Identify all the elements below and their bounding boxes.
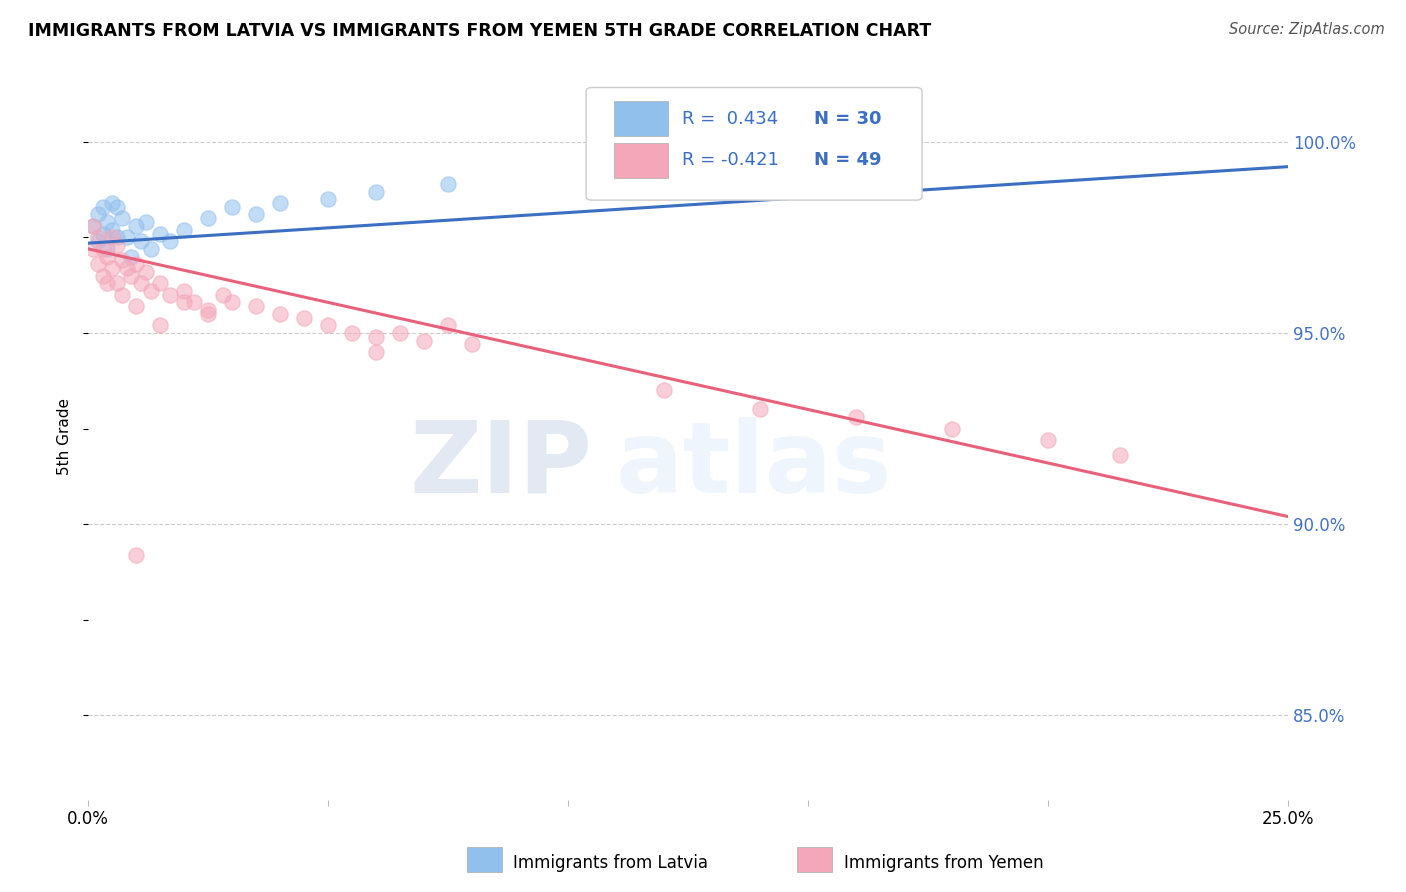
Point bbox=[437, 318, 460, 333]
Point bbox=[91, 242, 114, 256]
Text: IMMIGRANTS FROM LATVIA VS IMMIGRANTS FROM YEMEN 5TH GRADE CORRELATION CHART: IMMIGRANTS FROM LATVIA VS IMMIGRANTS FRO… bbox=[28, 22, 931, 40]
Point bbox=[87, 230, 110, 244]
Point bbox=[269, 307, 291, 321]
Point bbox=[221, 295, 243, 310]
Point bbox=[245, 207, 267, 221]
Point bbox=[91, 268, 114, 283]
Point bbox=[245, 299, 267, 313]
Point bbox=[111, 253, 134, 268]
Point bbox=[773, 158, 796, 172]
Point bbox=[135, 265, 157, 279]
Point bbox=[389, 326, 412, 340]
Point bbox=[129, 277, 152, 291]
Point bbox=[1109, 449, 1132, 463]
Point bbox=[96, 242, 118, 256]
Point bbox=[87, 257, 110, 271]
Point bbox=[316, 192, 339, 206]
Text: ZIP: ZIP bbox=[409, 417, 592, 514]
Point bbox=[125, 299, 148, 313]
Text: N = 30: N = 30 bbox=[814, 110, 882, 128]
Point bbox=[120, 250, 142, 264]
Point bbox=[149, 277, 172, 291]
Text: Source: ZipAtlas.com: Source: ZipAtlas.com bbox=[1229, 22, 1385, 37]
Point bbox=[87, 234, 110, 248]
Point bbox=[139, 284, 162, 298]
Point bbox=[125, 257, 148, 271]
Point bbox=[197, 211, 219, 226]
Point bbox=[91, 227, 114, 241]
Point bbox=[159, 234, 181, 248]
Point bbox=[149, 227, 172, 241]
Point bbox=[159, 287, 181, 301]
Point bbox=[105, 230, 128, 244]
Point bbox=[197, 307, 219, 321]
Point bbox=[1036, 433, 1059, 447]
Point bbox=[652, 384, 675, 398]
Point bbox=[366, 330, 388, 344]
Point bbox=[269, 196, 291, 211]
Point bbox=[366, 185, 388, 199]
Point bbox=[183, 295, 205, 310]
Point bbox=[340, 326, 363, 340]
Point bbox=[111, 211, 134, 226]
Point bbox=[111, 287, 134, 301]
Point bbox=[461, 337, 484, 351]
Point bbox=[413, 334, 436, 348]
Point bbox=[101, 223, 124, 237]
Point bbox=[749, 402, 772, 417]
FancyBboxPatch shape bbox=[586, 87, 922, 200]
Point bbox=[96, 250, 118, 264]
Point bbox=[149, 318, 172, 333]
Point bbox=[105, 200, 128, 214]
Point bbox=[105, 238, 128, 252]
Point bbox=[101, 230, 124, 244]
Bar bbox=[613, 102, 668, 136]
Point bbox=[366, 345, 388, 359]
Point bbox=[292, 310, 315, 325]
Point bbox=[173, 295, 195, 310]
Point bbox=[115, 230, 138, 244]
Text: N = 49: N = 49 bbox=[814, 151, 882, 169]
Point bbox=[125, 548, 148, 562]
Point bbox=[82, 219, 104, 233]
Point bbox=[82, 242, 104, 256]
Text: R = -0.421: R = -0.421 bbox=[682, 151, 779, 169]
Point bbox=[101, 260, 124, 275]
Point bbox=[437, 177, 460, 191]
Point bbox=[652, 161, 675, 176]
Point bbox=[91, 200, 114, 214]
Point bbox=[941, 421, 963, 435]
Point bbox=[197, 303, 219, 318]
Point bbox=[101, 196, 124, 211]
Text: atlas: atlas bbox=[616, 417, 893, 514]
Text: Immigrants from Yemen: Immigrants from Yemen bbox=[844, 855, 1043, 872]
Point bbox=[221, 200, 243, 214]
Point bbox=[96, 277, 118, 291]
Point bbox=[105, 277, 128, 291]
Point bbox=[316, 318, 339, 333]
Point bbox=[135, 215, 157, 229]
Point bbox=[82, 219, 104, 233]
Point bbox=[115, 260, 138, 275]
Point bbox=[129, 234, 152, 248]
Point bbox=[125, 219, 148, 233]
Text: R =  0.434: R = 0.434 bbox=[682, 110, 779, 128]
Bar bbox=[613, 143, 668, 178]
Point bbox=[173, 223, 195, 237]
Point bbox=[173, 284, 195, 298]
Point bbox=[120, 268, 142, 283]
Text: Immigrants from Latvia: Immigrants from Latvia bbox=[513, 855, 709, 872]
Point bbox=[96, 215, 118, 229]
Point bbox=[211, 287, 233, 301]
Point bbox=[87, 207, 110, 221]
Point bbox=[139, 242, 162, 256]
Point bbox=[845, 410, 868, 425]
Y-axis label: 5th Grade: 5th Grade bbox=[58, 398, 72, 475]
